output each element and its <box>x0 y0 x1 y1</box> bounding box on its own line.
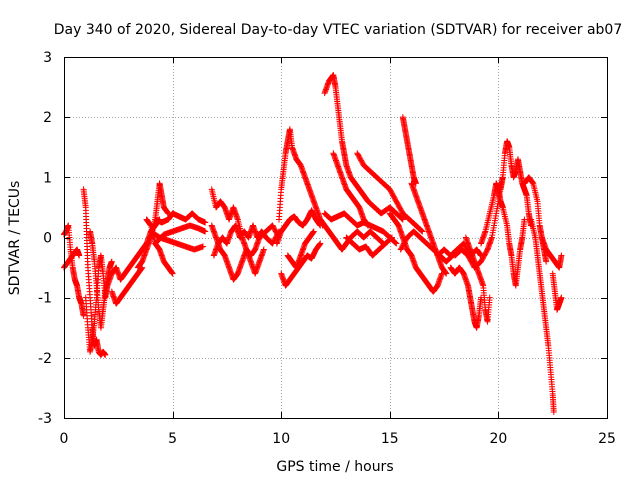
data-point <box>365 222 372 229</box>
data-series-t7 <box>108 264 146 307</box>
data-point <box>260 246 267 253</box>
data-series-t11 <box>147 228 207 253</box>
data-point <box>388 235 395 242</box>
data-series-t21 <box>317 216 387 253</box>
x-tick-label: 5 <box>168 431 177 447</box>
data-point <box>102 351 109 358</box>
data-series-t9 <box>143 216 176 277</box>
y-tick-label: -1 <box>38 291 52 307</box>
data-point <box>418 227 425 234</box>
data-series-t19 <box>284 228 317 271</box>
ticks: 0 5 10 15 20 25 -3 -2 -1 0 1 2 3 <box>38 50 616 447</box>
chart-title: Day 340 of 2020, Sidereal Day-to-day VTE… <box>54 22 623 38</box>
data-point <box>486 294 493 301</box>
data-series-t38 <box>527 216 557 415</box>
data-series-t34 <box>478 180 506 247</box>
x-axis-label: GPS time / hours <box>276 459 393 475</box>
data-point <box>202 219 209 226</box>
data-series-t24 <box>343 234 395 259</box>
data-series-t15 <box>210 222 283 259</box>
data-point <box>558 294 565 301</box>
x-tick-label: 15 <box>381 431 399 447</box>
data-point <box>521 216 528 223</box>
data-point <box>392 239 399 246</box>
data-point <box>317 240 324 247</box>
data-series-t13 <box>208 186 283 259</box>
data-point <box>558 252 565 259</box>
data-point <box>169 270 176 277</box>
y-tick-label: 3 <box>43 50 52 66</box>
data-point <box>200 243 207 250</box>
data-series-t35 <box>495 138 534 229</box>
data-series-t25 <box>354 150 426 235</box>
y-tick-label: 0 <box>43 231 52 247</box>
data-series-t31 <box>447 264 485 331</box>
x-tick-label: 25 <box>598 431 616 447</box>
data-series-t12 <box>152 222 209 247</box>
data-series-t40 <box>549 270 565 313</box>
data-point <box>398 215 405 222</box>
y-tick-label: -2 <box>38 351 52 367</box>
data-point <box>399 216 406 223</box>
x-tick-label: 20 <box>489 431 507 447</box>
y-tick-label: 1 <box>43 170 52 186</box>
data-series-t5 <box>87 228 115 331</box>
data-point <box>392 239 399 246</box>
data-point <box>108 258 115 265</box>
data-point <box>443 270 450 277</box>
y-axis-label: SDTVAR / TECUs <box>7 181 23 296</box>
data-series-t23 <box>330 150 372 229</box>
data-series-t26 <box>399 114 419 187</box>
data-series-t39 <box>538 234 565 271</box>
data-series-t10 <box>152 210 209 226</box>
data-series-t36 <box>499 204 528 289</box>
data-point <box>387 235 394 242</box>
data-point <box>76 252 83 259</box>
data-point <box>310 228 317 235</box>
data-point <box>543 258 550 265</box>
data-point <box>550 408 557 415</box>
data-point <box>388 234 395 241</box>
data-point <box>418 227 425 234</box>
data-points <box>61 72 565 415</box>
data-series-t18 <box>278 240 324 289</box>
data-series-t20 <box>321 72 406 223</box>
data-point <box>399 215 406 222</box>
data-point <box>393 240 400 247</box>
y-tick-label: -3 <box>38 411 52 427</box>
data-point <box>419 228 426 235</box>
data-series-t2 <box>61 246 83 271</box>
x-tick-label: 10 <box>272 431 290 447</box>
y-tick-label: 2 <box>43 110 52 126</box>
data-series-t14 <box>208 222 267 283</box>
data-point <box>202 228 209 235</box>
x-tick-label: 0 <box>60 431 69 447</box>
